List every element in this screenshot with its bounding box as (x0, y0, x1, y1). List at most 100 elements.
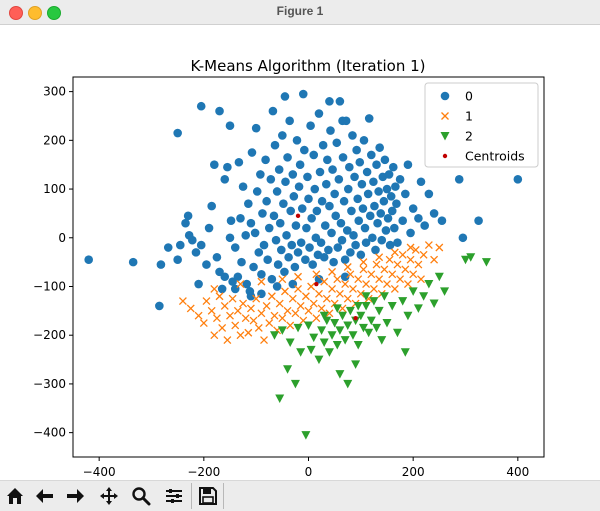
data-point (332, 138, 342, 148)
data-point (196, 101, 206, 111)
data-point (181, 218, 190, 228)
data-point (349, 231, 358, 240)
data-point (308, 260, 317, 269)
data-point (306, 121, 315, 131)
minimize-window-button[interactable] (28, 6, 42, 20)
data-point (294, 272, 302, 281)
data-point (414, 260, 423, 269)
data-point (372, 260, 381, 269)
data-point (277, 326, 287, 335)
close-window-button[interactable] (9, 6, 23, 20)
data-point (204, 223, 214, 233)
data-point (359, 265, 368, 274)
data-point (286, 206, 296, 216)
data-point (231, 321, 240, 330)
data-point (259, 240, 269, 250)
data-point (424, 280, 434, 289)
x-tick-label: −400 (83, 465, 116, 479)
data-point (271, 235, 281, 245)
data-point (365, 211, 375, 221)
data-point (434, 272, 444, 282)
data-point (269, 211, 279, 221)
data-point (406, 228, 415, 238)
data-point (364, 114, 374, 123)
data-point (369, 297, 379, 306)
save-button[interactable] (195, 484, 221, 508)
legend-label: 2 (465, 129, 473, 144)
pan-button[interactable] (96, 484, 122, 508)
maximize-window-button[interactable] (47, 6, 61, 20)
data-point (320, 221, 330, 230)
data-point (331, 211, 341, 221)
data-point (375, 275, 384, 284)
data-point (345, 162, 354, 172)
data-point (335, 97, 345, 106)
data-point (230, 243, 240, 252)
data-point (345, 306, 355, 316)
data-point (267, 292, 276, 301)
data-point (226, 216, 236, 226)
configure-subplots-button[interactable] (161, 484, 187, 508)
data-point (303, 172, 312, 182)
data-point (244, 199, 253, 208)
forward-button[interactable] (62, 484, 88, 508)
data-point (300, 145, 309, 155)
save-icon (199, 487, 217, 505)
data-point (220, 302, 229, 310)
data-point (343, 321, 353, 330)
data-point (346, 270, 355, 279)
back-button[interactable] (32, 484, 58, 508)
home-icon (7, 488, 23, 504)
data-point (307, 282, 316, 291)
data-point (325, 309, 334, 318)
data-point (191, 248, 201, 257)
data-point (175, 240, 185, 250)
data-point (440, 287, 450, 296)
data-point (373, 218, 382, 228)
data-point (314, 109, 324, 118)
data-point (298, 89, 308, 99)
toolbar-separator (223, 483, 224, 509)
data-point (236, 331, 245, 340)
data-point (327, 228, 336, 238)
chart-title: K-Means Algorithm (Iteration 1) (191, 57, 426, 75)
data-point (332, 304, 342, 313)
data-point (329, 257, 338, 267)
data-point (276, 245, 286, 255)
data-point (296, 238, 306, 247)
chart-axes: −400 −200 0 200 400 300 200 100 0 −100 −200 −300 −40… (33, 85, 529, 479)
data-point (408, 204, 418, 213)
data-point (361, 301, 371, 311)
data-point (361, 238, 371, 247)
subplots-icon (166, 489, 182, 503)
data-point (353, 340, 363, 350)
data-point (330, 189, 339, 199)
data-point (163, 243, 173, 252)
data-point (305, 243, 314, 252)
data-point (280, 287, 289, 296)
data-point (234, 157, 244, 167)
data-point (429, 299, 439, 309)
navigation-toolbar (0, 480, 600, 511)
data-point (283, 306, 292, 315)
data-point (383, 280, 391, 289)
x-tick-label: 0 (305, 465, 313, 479)
data-point (327, 331, 337, 340)
data-point (328, 165, 337, 174)
data-point (351, 316, 361, 326)
forward-icon (67, 489, 84, 503)
data-point (295, 160, 305, 169)
data-point (241, 314, 250, 323)
data-point (84, 255, 93, 264)
data-point (210, 284, 219, 293)
data-point (420, 221, 429, 230)
data-point (312, 206, 322, 216)
data-point (371, 245, 380, 255)
data-point (390, 284, 399, 293)
data-point (409, 270, 418, 279)
home-button[interactable] (2, 484, 28, 508)
y-tick-label: −100 (33, 279, 66, 293)
zoom-button[interactable] (128, 484, 154, 508)
data-point (275, 218, 285, 228)
data-point (374, 187, 383, 196)
